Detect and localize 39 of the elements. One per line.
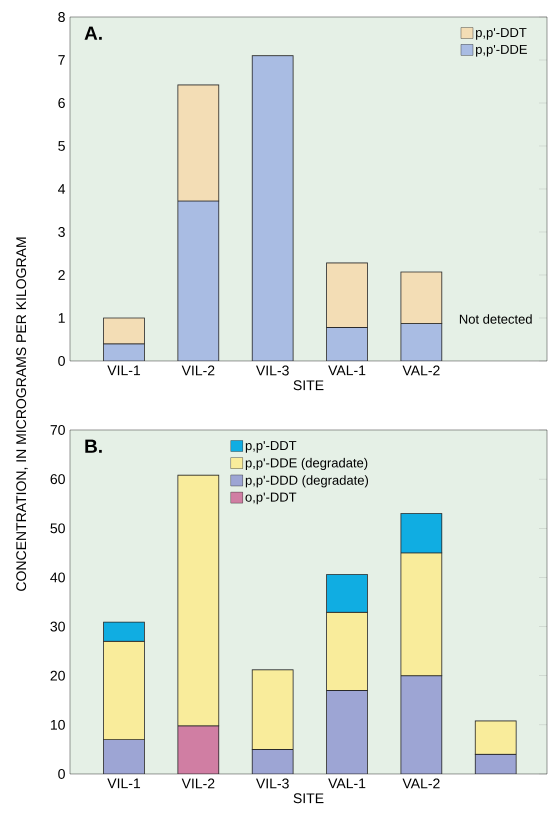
legend-label: o,p'-DDT [246,492,296,504]
x-axis-title: SITE [294,793,324,804]
x-tick-label: VIL-2 [182,778,214,788]
legend-label: p,p'-DDD (degradate) [246,475,368,488]
chart-title: B. [85,440,102,453]
y-tick-label: 8 [58,12,65,22]
y-tick-label: 70 [50,425,65,435]
y-tick-label: 2 [58,270,65,280]
x-tick-label: VIL-3 [256,778,289,788]
y-tick-label: 20 [50,670,65,681]
x-tick-label: VIL-2 [182,366,214,376]
x-tick-label: VAL-2 [402,366,440,376]
legend-label: p,p'-DDT [246,441,296,453]
y-tick-label: 6 [58,98,65,108]
y-tick-label: 7 [58,55,65,65]
y-axis-title: CONCENTRATION, IN MICROGRAMS PER KILOGRAM [16,238,28,591]
annotation: Not detected [460,314,532,324]
x-tick-label: VIL-3 [256,366,289,376]
x-tick-label: VIL-1 [107,778,140,788]
legend-label: p,p'-DDE (degradate) [246,458,368,470]
y-tick-label: 0 [58,356,65,366]
y-tick-label: 30 [50,622,65,632]
x-tick-label: VIL-1 [107,366,140,376]
legend-label: p,p'-DDT [476,28,526,40]
legend-label: p,p'-DDE [476,44,527,57]
x-tick-label: VAL-1 [328,778,366,788]
y-tick-label: 4 [58,184,66,194]
x-axis-title: SITE [294,380,324,390]
y-tick-label: 5 [58,141,65,151]
y-tick-label: 60 [50,474,65,484]
x-tick-label: VAL-2 [402,778,440,788]
y-tick-label: 10 [50,720,65,730]
y-tick-label: 0 [58,769,65,779]
x-tick-label: VAL-1 [328,366,366,376]
y-tick-label: 50 [50,523,65,534]
chart-title: A. [84,26,102,40]
y-tick-label: 3 [58,227,65,237]
y-tick-label: 1 [58,313,65,323]
y-tick-label: 40 [50,572,65,582]
